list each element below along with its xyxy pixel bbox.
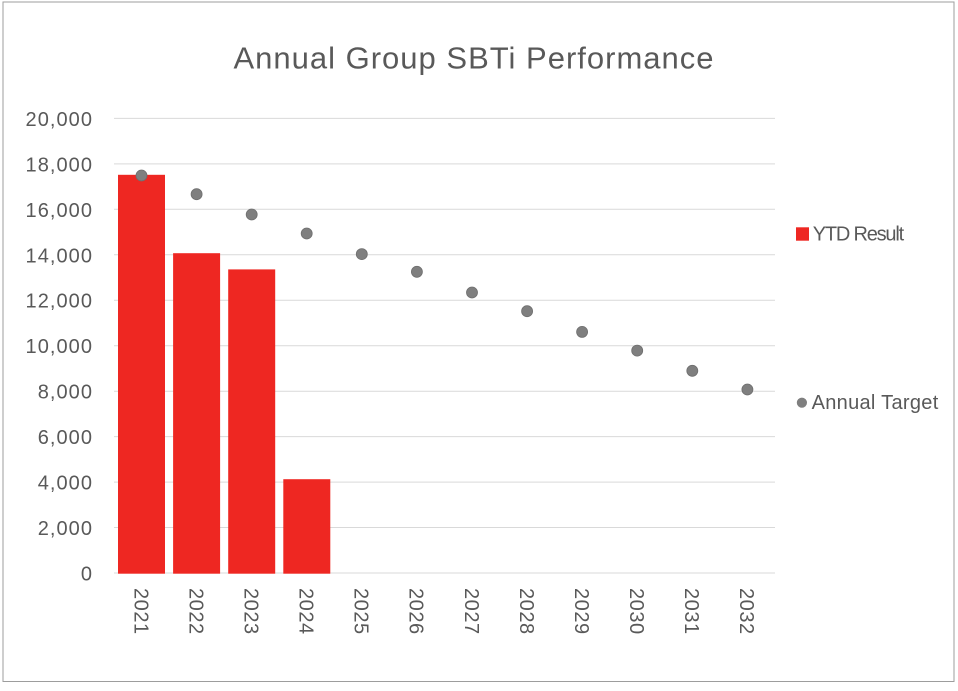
svg-text:Annual Target: Annual Target — [812, 392, 939, 414]
svg-text:6,000: 6,000 — [38, 427, 93, 449]
svg-text:2025: 2025 — [350, 588, 372, 635]
svg-text:16,000: 16,000 — [26, 200, 93, 222]
svg-text:2028: 2028 — [515, 588, 537, 635]
svg-text:2,000: 2,000 — [38, 518, 93, 540]
svg-text:2026: 2026 — [405, 588, 427, 635]
svg-text:12,000: 12,000 — [26, 291, 93, 313]
svg-text:YTD Result: YTD Result — [813, 224, 905, 246]
svg-text:2029: 2029 — [570, 588, 592, 635]
svg-text:2024: 2024 — [295, 588, 317, 635]
svg-text:8,000: 8,000 — [38, 382, 93, 404]
svg-text:2027: 2027 — [460, 588, 482, 635]
svg-text:2030: 2030 — [625, 588, 647, 635]
svg-text:14,000: 14,000 — [26, 245, 93, 267]
svg-text:2023: 2023 — [240, 588, 262, 635]
svg-text:2032: 2032 — [735, 588, 757, 635]
svg-text:Annual Group SBTi Performance: Annual Group SBTi Performance — [233, 41, 714, 76]
svg-text:2021: 2021 — [129, 588, 151, 635]
svg-text:2031: 2031 — [680, 588, 702, 635]
svg-text:20,000: 20,000 — [26, 109, 93, 131]
svg-text:0: 0 — [81, 564, 93, 586]
svg-text:2022: 2022 — [184, 588, 206, 635]
svg-text:4,000: 4,000 — [38, 473, 93, 495]
svg-text:18,000: 18,000 — [26, 154, 93, 176]
svg-text:10,000: 10,000 — [26, 336, 93, 358]
